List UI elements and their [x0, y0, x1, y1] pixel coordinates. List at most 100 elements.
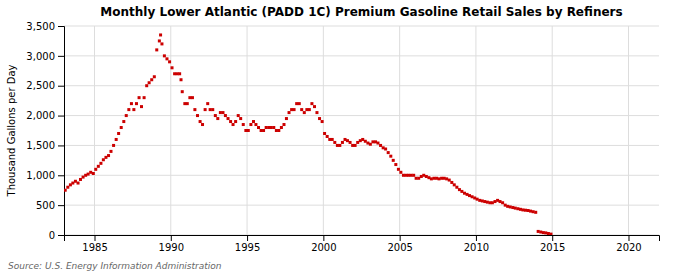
title: Monthly Lower Atlantic (PADD 1C) Premium… [100, 5, 622, 19]
square-point [196, 114, 199, 117]
square-point [199, 120, 202, 123]
tick: 2010 [464, 235, 489, 253]
square-point [132, 108, 135, 111]
square-point [159, 33, 162, 36]
square-point [333, 141, 336, 144]
square-point [445, 177, 448, 180]
grid-line [170, 26, 171, 235]
tick-label: 3,000 [26, 51, 55, 62]
tick-mark [58, 86, 64, 87]
tick-label: 500 [36, 200, 55, 211]
square-point [201, 123, 204, 126]
square-point [499, 200, 502, 203]
tick-label: 1,000 [26, 170, 55, 181]
square-point [66, 186, 69, 189]
tick-label: 0 [49, 230, 55, 241]
square-point [539, 231, 542, 234]
square-point [79, 178, 82, 181]
square-point [163, 54, 166, 57]
square-point [115, 138, 118, 141]
square-point [107, 154, 110, 157]
square-point [227, 117, 230, 120]
square-point [471, 195, 474, 198]
tick-label: 2000 [311, 242, 336, 253]
square-point [216, 117, 219, 120]
square-point [460, 190, 463, 193]
square-point [331, 138, 334, 141]
square-point [262, 129, 265, 132]
square-point [188, 96, 191, 99]
axis-line [58, 27, 65, 236]
square-point [438, 177, 441, 180]
square-point [239, 117, 242, 120]
square-point [82, 176, 85, 179]
square-point [168, 60, 171, 63]
square-point [247, 129, 250, 132]
square-point [140, 105, 143, 108]
tick-mark [552, 235, 553, 241]
square-point [64, 189, 67, 192]
square-point [193, 108, 196, 111]
square-point [313, 105, 316, 108]
square-point [242, 123, 245, 126]
square-point [547, 232, 550, 235]
square-point [493, 200, 496, 203]
square-point [412, 174, 415, 177]
square-point [120, 126, 123, 129]
grid-line [64, 175, 659, 176]
square-point [237, 114, 240, 117]
tick-mark [58, 26, 64, 27]
square-point [99, 162, 102, 165]
grid-line [64, 85, 659, 86]
square-point [102, 158, 105, 161]
square-point [514, 207, 517, 210]
square-point [122, 120, 125, 123]
annotation: Source: U.S. Energy Information Administ… [8, 261, 222, 271]
square-point [399, 171, 402, 174]
square-point [112, 144, 115, 147]
tick-label: 1990 [159, 242, 184, 253]
square-point [506, 205, 509, 208]
square-point [486, 201, 489, 204]
square-point [369, 143, 372, 146]
grid-line [94, 26, 95, 235]
square-point [417, 177, 420, 180]
tick-label: 1995 [235, 242, 260, 253]
square-point [303, 111, 306, 114]
square-point [234, 120, 237, 123]
tick-mark [58, 205, 64, 206]
grid-line [64, 205, 659, 206]
square-point [254, 123, 257, 126]
square-point [158, 39, 161, 42]
square-point [310, 102, 313, 105]
square-point [257, 126, 260, 129]
square-point [501, 201, 504, 204]
square-point [537, 230, 540, 233]
square-point [463, 192, 466, 195]
tick-label: 2,000 [26, 110, 55, 121]
tick-label: 2,500 [26, 80, 55, 91]
square-point [160, 42, 163, 45]
square-point [425, 175, 428, 178]
square-point [272, 126, 275, 129]
square-point [145, 84, 148, 87]
square-point [379, 144, 382, 147]
square-point [125, 114, 128, 117]
points [64, 33, 552, 235]
square-point [224, 114, 227, 117]
tick: 3,500 [26, 21, 64, 32]
square-point [326, 135, 329, 138]
square-point [298, 102, 301, 105]
axis-line [65, 236, 660, 242]
square-point [117, 132, 120, 135]
square-point [532, 210, 535, 213]
square-point [402, 174, 405, 177]
square-point [186, 102, 189, 105]
square-point [295, 102, 298, 105]
square-point [300, 108, 303, 111]
square-point [143, 96, 146, 99]
square-point [109, 150, 112, 153]
square-point [491, 201, 494, 204]
square-point [364, 140, 367, 143]
square-point [265, 126, 268, 129]
